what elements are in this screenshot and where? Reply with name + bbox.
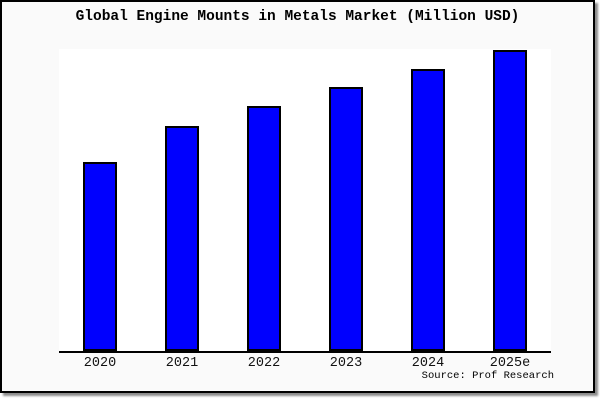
bar-2024 [411, 68, 445, 351]
bar-slot-2020 [59, 49, 141, 351]
x-tick-label-2022: 2022 [247, 356, 281, 371]
x-tick-label-2024: 2024 [411, 356, 445, 371]
chart-frame: Global Engine Mounts in Metals Market (M… [0, 0, 595, 393]
bar-slot-2023 [305, 49, 387, 351]
bar-2025e [493, 50, 527, 351]
bar-2022 [247, 106, 281, 351]
plot-area [59, 49, 551, 353]
x-axis-labels: 2020 2021 2022 2023 2024 2025e [59, 356, 551, 371]
x-tick-label-2023: 2023 [329, 356, 363, 371]
bar-2023 [329, 87, 363, 351]
bar-slot-2024 [387, 49, 469, 351]
bar-slot-2022 [223, 49, 305, 351]
x-tick-label-2020: 2020 [83, 356, 117, 371]
bar-2020 [83, 161, 117, 351]
bar-slot-2021 [141, 49, 223, 351]
bar-2021 [165, 125, 199, 351]
x-tick-label-2025e: 2025e [489, 356, 531, 371]
chart-title: Global Engine Mounts in Metals Market (M… [75, 9, 520, 25]
source-note: Source: Prof Research [421, 370, 554, 382]
x-tick-label-2021: 2021 [165, 356, 199, 371]
bar-slot-2025e [469, 49, 551, 351]
